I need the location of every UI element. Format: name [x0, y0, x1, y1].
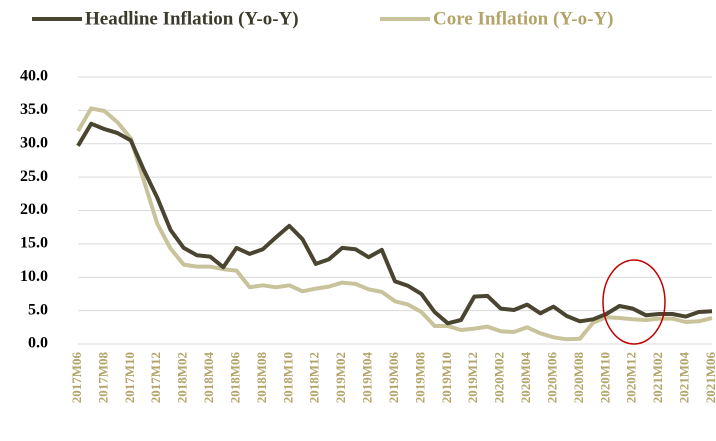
- y-tick-label: 20.0: [20, 201, 48, 218]
- x-tick-label: 2018M04: [201, 352, 216, 404]
- legend-label: Core Inflation (Y-o-Y): [433, 8, 614, 29]
- x-tick-label: 2019M02: [333, 352, 348, 403]
- x-tick-label: 2019M08: [412, 352, 427, 404]
- highlight-circle: [602, 259, 666, 345]
- x-tick-label: 2021M04: [677, 352, 692, 404]
- legend-label: Headline Inflation (Y-o-Y): [85, 8, 299, 29]
- x-tick-label: 2017M12: [148, 352, 163, 403]
- x-tick-label: 2017M06: [69, 352, 84, 404]
- x-tick-label: 2021M02: [650, 352, 665, 403]
- x-tick-label: 2019M12: [465, 352, 480, 403]
- x-tick-label: 2020M10: [597, 352, 612, 403]
- x-tick-label: 2018M02: [175, 352, 190, 403]
- x-tick-label: 2021M06: [703, 352, 716, 404]
- y-tick-label: 0.0: [28, 335, 48, 352]
- x-tick-label: 2020M12: [624, 352, 639, 403]
- x-tick-label: 2020M06: [544, 352, 559, 404]
- y-tick-label: 15.0: [20, 235, 48, 252]
- x-tick-label: 2020M02: [492, 352, 507, 403]
- x-tick-label: 2018M06: [227, 352, 242, 404]
- series-line: [76, 106, 713, 342]
- x-tick-label: 2018M12: [307, 352, 322, 403]
- y-tick-label: 35.0: [20, 101, 48, 118]
- x-tick-label: 2018M10: [280, 352, 295, 403]
- x-tick-label: 2018M08: [254, 352, 269, 404]
- series-line: [76, 121, 713, 326]
- y-tick-label: 5.0: [28, 301, 48, 318]
- y-tick-label: 30.0: [20, 134, 48, 151]
- x-tick-label: 2019M10: [439, 352, 454, 403]
- x-tick-label: 2017M10: [122, 352, 137, 403]
- x-tick-label: 2020M04: [518, 352, 533, 404]
- y-tick-label: 40.0: [20, 68, 48, 85]
- x-tick-label: 2017M08: [95, 352, 110, 404]
- plot: 0.0 5.0 10.0 15.0 20.0 25.0 30.0 35.0 40.0 2017M0…: [20, 8, 716, 403]
- y-tick-label: 25.0: [20, 168, 48, 185]
- x-tick-label: 2019M04: [360, 352, 375, 404]
- x-tick-label: 2019M06: [386, 352, 401, 404]
- x-tick-label: 2020M08: [571, 352, 586, 404]
- y-tick-label: 10.0: [20, 268, 48, 285]
